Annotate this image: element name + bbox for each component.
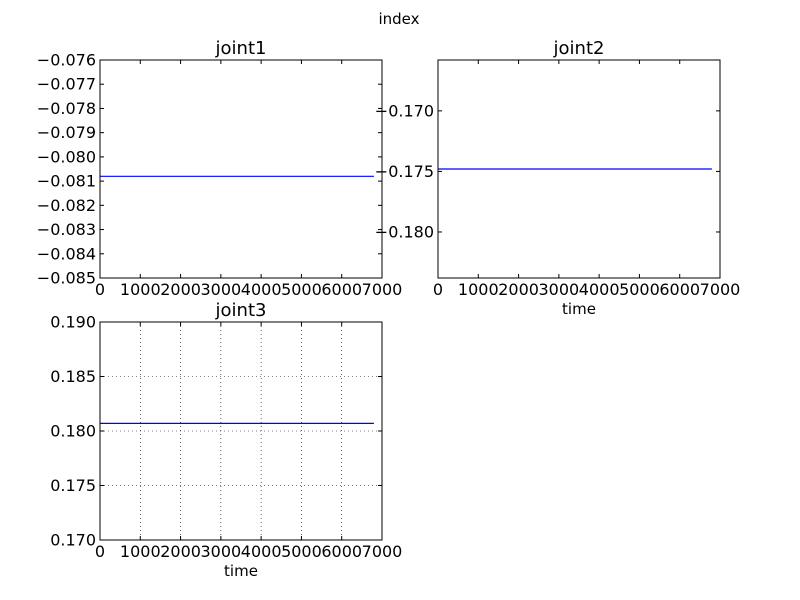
x-tick-label: 5000 (281, 280, 322, 299)
x-tick-label: 5000 (619, 280, 660, 299)
x-tick-label: 1000 (120, 280, 161, 299)
x-tick-label: 7000 (362, 280, 403, 299)
y-tick-label: −0.076 (37, 51, 96, 70)
plot-frame (437, 59, 721, 279)
y-tick-label: −0.083 (37, 220, 96, 239)
x-tick-label: 6000 (321, 280, 362, 299)
x-tick-label: 4000 (241, 280, 282, 299)
subplot-title: joint3 (215, 300, 267, 321)
joint1-plot: 0 1000 2000 3000 4000 5000 6000 7000 −0.085 −0.08… (37, 38, 403, 299)
subplot-title: joint1 (215, 38, 267, 59)
x-tick-label: 5000 (281, 542, 322, 561)
y-tick-label: −0.079 (37, 123, 96, 142)
y-tick-label: 0.170 (50, 531, 96, 550)
x-tick-label: 2000 (498, 280, 539, 299)
y-tick-label: −0.170 (375, 101, 434, 120)
x-tick-label: 4000 (579, 280, 620, 299)
x-tick-label: 3000 (538, 280, 579, 299)
y-tick-label: 0.180 (50, 422, 96, 441)
x-tick-label: 4000 (241, 542, 282, 561)
plot-frame (99, 59, 383, 279)
y-tick-label: −0.078 (37, 99, 96, 118)
x-tick-label: 6000 (321, 542, 362, 561)
y-tick-label: 0.175 (50, 476, 96, 495)
joint2-plot: 0 1000 2000 3000 4000 5000 6000 7000 −0.180 −0.17… (375, 38, 741, 318)
y-tick-label: −0.180 (375, 222, 434, 241)
y-tick-label: 0.190 (50, 313, 96, 332)
x-axis-label: time (562, 300, 596, 318)
figure-suptitle: index (378, 10, 419, 28)
y-tick-label: −0.085 (37, 269, 96, 288)
subplots: 0 1000 2000 3000 4000 5000 6000 7000−0.085−0.08… (37, 38, 741, 580)
plot-area (100, 322, 382, 540)
y-tick-label: −0.081 (37, 172, 96, 191)
x-tick-label: 1000 (458, 280, 499, 299)
joint3-plot: 0 1000 2000 3000 4000 5000 6000 7000 0.170 0.175 0… (50, 300, 402, 580)
y-tick-label: 0.185 (50, 367, 96, 386)
x-tick-label: 1000 (120, 542, 161, 561)
x-tick-label: 7000 (362, 542, 403, 561)
x-tick-label: 2000 (160, 280, 201, 299)
x-tick-label: 0 (95, 542, 105, 561)
x-axis-label: time (224, 562, 258, 580)
plot-area (100, 60, 382, 278)
x-tick-label: 0 (95, 280, 105, 299)
x-tick-label: 6000 (659, 280, 700, 299)
y-tick-label: −0.082 (37, 196, 96, 215)
y-tick-label: −0.080 (37, 147, 96, 166)
x-tick-label: 3000 (200, 280, 241, 299)
y-tick-label: −0.175 (375, 162, 434, 181)
x-tick-label: 3000 (200, 542, 241, 561)
x-tick-label: 0 (433, 280, 443, 299)
y-tick-label: −0.084 (37, 244, 96, 263)
y-tick-label: −0.077 (37, 75, 96, 94)
x-tick-label: 7000 (700, 280, 741, 299)
subplot-title: joint2 (553, 38, 605, 59)
x-tick-label: 2000 (160, 542, 201, 561)
